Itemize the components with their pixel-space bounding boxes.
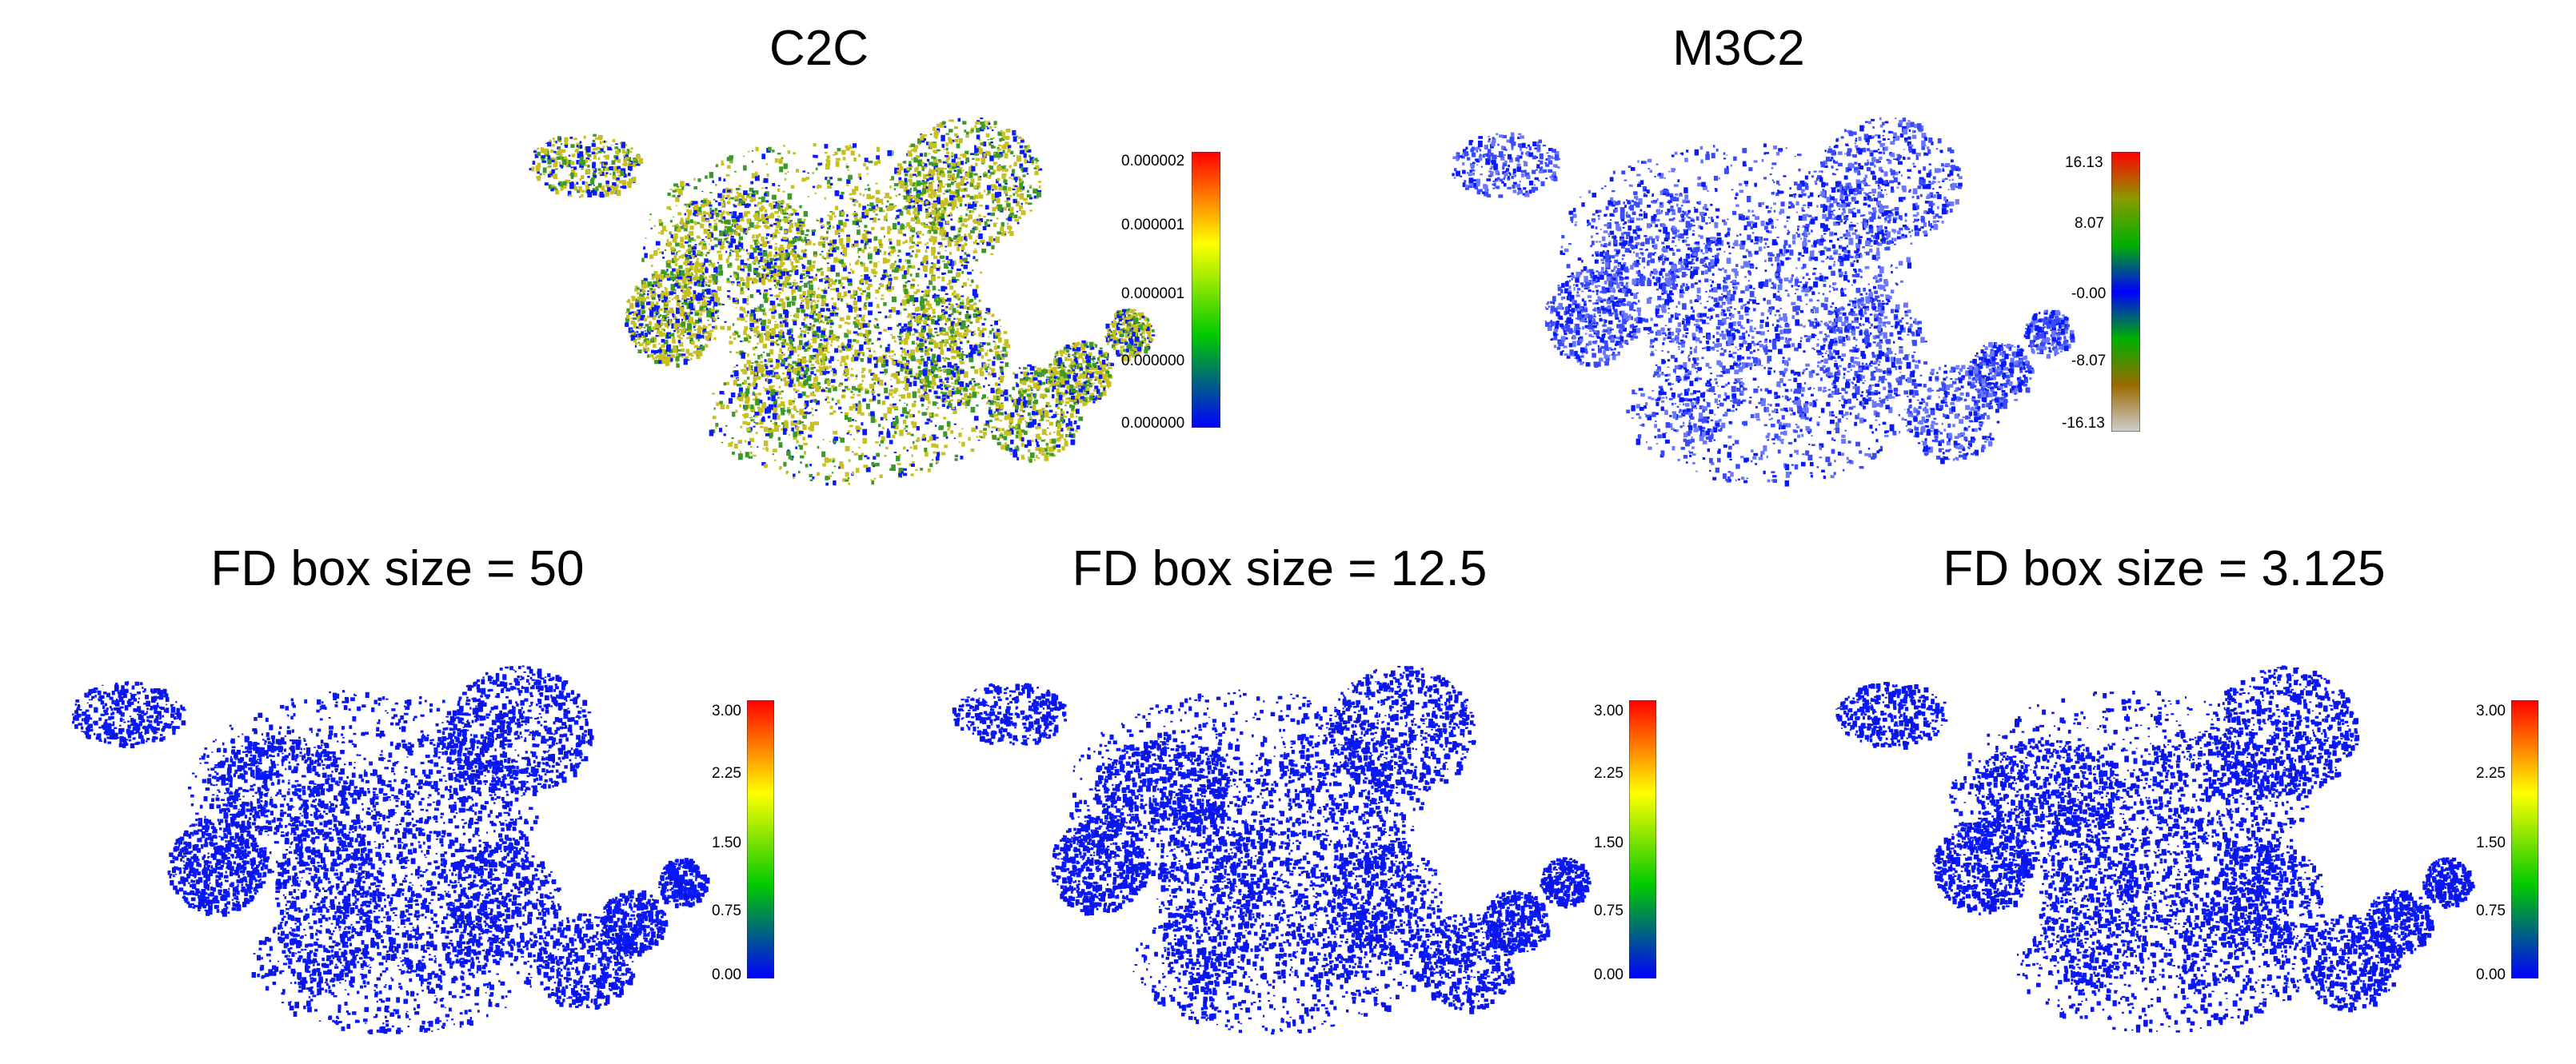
colorbar-c2c-tick-4: 0.000000 xyxy=(1121,416,1184,431)
colorbar-gradient xyxy=(1191,151,1221,428)
colorbar-fd-12-5-tick-2: 1.50 xyxy=(1594,835,1623,851)
colorbar-fd-12-5-tick-3: 0.75 xyxy=(1594,903,1623,919)
point-cloud-fd-50-image xyxy=(72,665,710,1034)
colorbar-fd-50-tick-2: 1.50 xyxy=(712,835,741,851)
colorbar-gradient xyxy=(2510,699,2539,979)
point-cloud-fd-12-5 xyxy=(894,657,1678,1045)
colorbar-fd-3-125-tick-2: 1.50 xyxy=(2476,835,2506,851)
colorbar-c2c-tick-1: 0.000001 xyxy=(1121,217,1184,233)
point-cloud-fd-50 xyxy=(12,657,796,1045)
colorbar-c2c-tick-2: 0.000001 xyxy=(1121,286,1184,301)
colorbar-m3c2-tick-0: 16.13 xyxy=(2065,155,2103,170)
point-cloud-m3c2-image xyxy=(1452,117,2075,487)
colorbar-gradient xyxy=(1628,699,1657,979)
colorbar-fd-3-125 xyxy=(2506,699,2539,979)
colorbar-fd-50-tick-3: 0.75 xyxy=(712,903,741,919)
colorbar-fd-12-5-tick-4: 0.00 xyxy=(1594,967,1623,982)
title-m3c2: M3C2 xyxy=(1672,24,1804,74)
colorbar-fd-50 xyxy=(742,699,775,979)
colorbar-m3c2-tick-1: 8.07 xyxy=(2075,216,2104,231)
colorbar-m3c2-tick-2: -0.00 xyxy=(2071,286,2106,301)
point-cloud-fd-12-5-image xyxy=(952,666,1592,1035)
colorbar-fd-12-5-tick-1: 2.25 xyxy=(1594,766,1623,781)
colorbar-m3c2-tick-3: -8.07 xyxy=(2071,353,2106,369)
colorbar-gradient xyxy=(2111,151,2141,432)
title-c2c: C2C xyxy=(769,24,869,74)
colorbar-m3c2 xyxy=(2107,151,2141,432)
title-fd-12-5: FD box size = 12.5 xyxy=(1072,544,1488,594)
title-fd-50: FD box size = 50 xyxy=(211,544,585,594)
colorbar-fd-3-125-tick-0: 3.00 xyxy=(2476,703,2506,719)
colorbar-fd-3-125-tick-3: 0.75 xyxy=(2476,903,2506,919)
colorbar-m3c2-tick-4: -16.13 xyxy=(2062,416,2105,431)
title-fd-3-125: FD box size = 3.125 xyxy=(1943,544,2385,594)
point-cloud-fd-3-125-image xyxy=(1835,665,2475,1033)
colorbar-c2c-tick-3: 0.000000 xyxy=(1121,353,1184,369)
colorbar-gradient xyxy=(746,699,775,979)
colorbar-fd-12-5 xyxy=(1624,699,1657,979)
colorbar-fd-50-tick-1: 2.25 xyxy=(712,766,741,781)
colorbar-fd-50-tick-4: 0.00 xyxy=(712,967,741,982)
colorbar-c2c-tick-0: 0.000002 xyxy=(1121,153,1184,169)
colorbar-c2c xyxy=(1187,151,1221,428)
point-cloud-fd-3-125 xyxy=(1777,657,2561,1045)
colorbar-fd-50-tick-0: 3.00 xyxy=(712,703,741,719)
point-cloud-c2c-image xyxy=(529,118,1156,486)
colorbar-fd-3-125-tick-1: 2.25 xyxy=(2476,766,2506,781)
point-cloud-c2c xyxy=(472,108,1240,496)
colorbar-fd-3-125-tick-4: 0.00 xyxy=(2476,967,2506,982)
point-cloud-m3c2 xyxy=(1392,108,2159,496)
colorbar-fd-12-5-tick-0: 3.00 xyxy=(1594,703,1623,719)
